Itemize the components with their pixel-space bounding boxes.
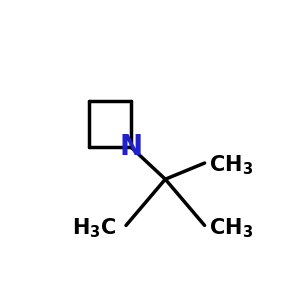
Text: $\mathbf{CH_3}$: $\mathbf{CH_3}$ [209, 216, 253, 239]
Text: N: N [119, 133, 142, 161]
Text: $\mathbf{H_3C}$: $\mathbf{H_3C}$ [72, 216, 117, 239]
Text: $\mathbf{CH_3}$: $\mathbf{CH_3}$ [209, 154, 253, 177]
